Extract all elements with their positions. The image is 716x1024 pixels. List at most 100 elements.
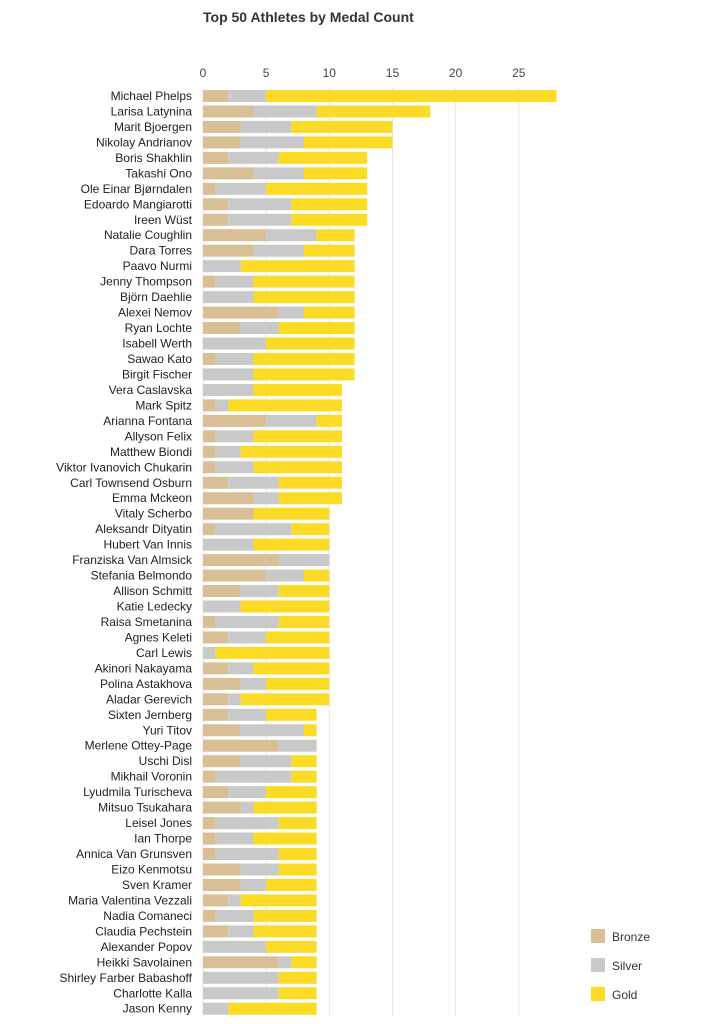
bar-segment-silver (240, 724, 305, 737)
bar-segment-gold (278, 492, 342, 505)
bar-segment-silver (240, 677, 267, 690)
category-label: Alexander Popov (101, 940, 192, 954)
category-label: Sixten Jernberg (108, 708, 192, 722)
bar-segment-gold (278, 817, 317, 830)
bar-segment-gold (253, 507, 330, 520)
bar-segment-bronze (203, 105, 254, 118)
category-label: Merlene Ottey-Page (85, 739, 193, 753)
category-label: Ireen Wüst (134, 213, 193, 227)
category-label: Hubert Van Innis (104, 538, 193, 552)
bar-segment-silver (203, 600, 241, 613)
bar-segment-silver (278, 956, 292, 969)
bar-segment-silver (203, 368, 254, 381)
bar-segment-gold (278, 615, 330, 628)
category-label: Shirley Farber Babashoff (59, 971, 192, 985)
bar-segment-silver (266, 229, 317, 242)
bar-segment-bronze (203, 662, 229, 675)
category-label: Jenny Thompson (100, 275, 192, 289)
bar-segment-bronze (203, 352, 216, 365)
bar-segment-gold (278, 476, 342, 489)
bar-segment-bronze (203, 213, 229, 226)
bar-segment-gold (266, 940, 317, 953)
bar-segment-bronze (203, 90, 229, 102)
category-label: Michael Phelps (111, 89, 192, 103)
bar-segment-gold (253, 275, 355, 288)
bar-segment-bronze (203, 554, 279, 567)
category-label: Isabell Werth (122, 337, 192, 351)
bar-segment-bronze (203, 430, 216, 443)
bar-segment-gold (291, 523, 330, 536)
bar-segment-silver (215, 523, 292, 536)
category-label: Ryan Lochte (125, 321, 193, 335)
bar-segment-gold (266, 631, 330, 644)
bar-segment-silver (240, 863, 279, 876)
category-label: Stefania Belmondo (91, 569, 193, 583)
bar-segment-gold (278, 848, 317, 861)
bar-segment-bronze (203, 492, 254, 505)
bar-segment-gold (304, 244, 355, 257)
category-label: Birgit Fischer (122, 367, 192, 381)
bar-segment-bronze (203, 244, 254, 257)
bar-segment-silver (240, 322, 279, 335)
bar-segment-gold (266, 90, 557, 102)
bar-segment-bronze (203, 925, 229, 938)
x-tick-label: 0 (200, 66, 207, 80)
bar-segment-gold (304, 306, 355, 319)
category-label: Mikhail Voronin (111, 770, 192, 784)
bar-segment-silver (228, 476, 279, 489)
category-label: Larisa Latynina (111, 104, 193, 118)
bar-segment-silver (203, 260, 241, 273)
bar-segment-silver (203, 538, 254, 551)
category-label: Katie Ledecky (117, 600, 192, 614)
x-axis-ticks: 0 5 10 15 20 25 (200, 66, 526, 80)
bar-segment-bronze (203, 693, 229, 706)
bar-segment-gold (228, 1002, 317, 1015)
category-label: Maria Valentina Vezzali (68, 893, 192, 907)
bar-segment-silver (215, 352, 254, 365)
legend-swatch-gold (591, 987, 605, 1001)
bar-segment-silver (215, 909, 254, 922)
bar-segment-bronze (203, 863, 241, 876)
bar-segment-gold (304, 136, 393, 149)
category-label: Ole Einar Bjørndalen (81, 182, 192, 196)
bar-segment-bronze (203, 198, 229, 211)
bar-segment-silver (253, 105, 317, 118)
bar-segment-gold (240, 693, 330, 706)
bar-segment-bronze (203, 476, 229, 489)
category-label: Jason Kenny (123, 1002, 192, 1016)
bar-segment-silver (266, 569, 305, 582)
bar-segment-gold (278, 863, 317, 876)
category-label: Claudia Pechstein (95, 924, 192, 938)
bar-segment-gold (266, 182, 368, 195)
bar-segment-bronze (203, 786, 229, 799)
bar-segment-silver (228, 198, 292, 211)
bar-segment-gold (278, 322, 355, 335)
bar-segment-gold (291, 213, 368, 226)
category-label: Nikolay Andrianov (96, 135, 192, 149)
bar-segment-silver (240, 878, 267, 891)
grid-lines (202, 88, 520, 1016)
category-label: Takashi Ono (125, 166, 192, 180)
bar-segment-gold (278, 585, 330, 598)
bar-segment-bronze (203, 708, 229, 721)
category-label: Vitaly Scherbo (115, 507, 192, 521)
bar-segment-silver (240, 801, 254, 814)
bar-segment-gold (253, 801, 317, 814)
bar-segment-silver (240, 755, 292, 768)
category-label: Lyudmila Turischeva (83, 785, 192, 799)
category-label: Vera Caslavska (109, 383, 193, 397)
category-label: Sawao Kato (127, 352, 192, 366)
category-label: Paavo Nurmi (123, 259, 192, 273)
bar-segment-silver (228, 925, 254, 938)
category-label: Franziska Van Almsick (72, 553, 193, 567)
bar-segment-gold (253, 909, 317, 922)
chart-title: Top 50 Athletes by Medal Count (203, 9, 414, 25)
bar-segment-gold (266, 677, 330, 690)
bar-segment-silver (228, 662, 254, 675)
bar-segment-gold (253, 925, 317, 938)
bar-segment-gold (253, 383, 342, 396)
category-label: Aladar Gerevich (106, 692, 192, 706)
